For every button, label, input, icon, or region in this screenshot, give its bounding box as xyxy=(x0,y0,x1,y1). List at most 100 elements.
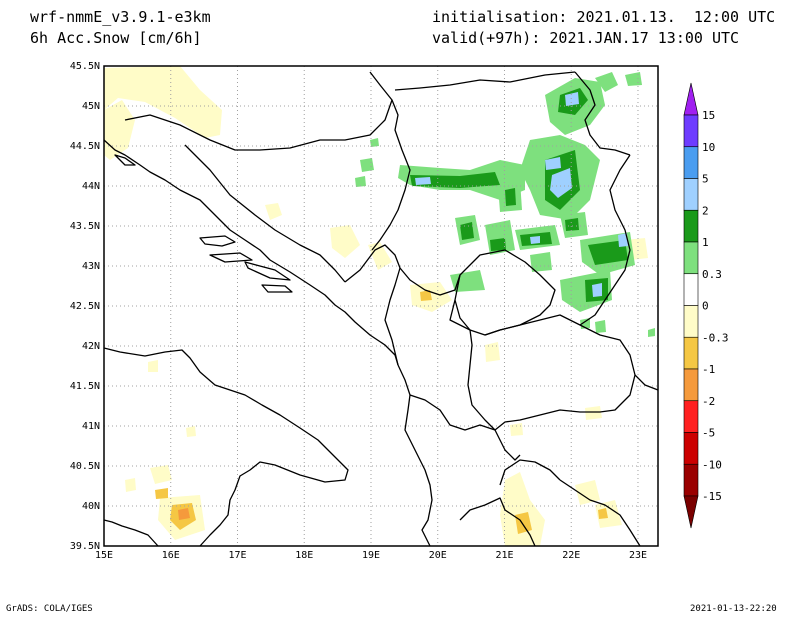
longitude-labels: 15E 16E 17E 18E 19E 20E 21E 22E 23E xyxy=(95,550,647,561)
snow-patch xyxy=(355,176,366,187)
bosnia-serbia-border xyxy=(371,99,411,251)
colorbar-label: 0 xyxy=(702,300,709,313)
latitude-labels: 39.5N 40N 40.5N 41N 41.5N 42N 42.5N 43N 43.5N 44N… xyxy=(70,61,100,552)
colorbar-swatch xyxy=(683,241,699,275)
footer-timestamp: 2021-01-13-22:20 xyxy=(690,604,777,614)
colorbar-label: 2 xyxy=(702,204,709,217)
coastlines-and-borders xyxy=(103,71,659,547)
lat-tick-label: 40.5N xyxy=(70,461,100,472)
lon-tick-label: 18E xyxy=(295,550,313,561)
colorbar-label: 10 xyxy=(702,141,715,154)
snow-patch xyxy=(490,238,506,251)
colorbar-swatch xyxy=(683,305,699,338)
snow-patch xyxy=(500,472,545,546)
lon-tick-label: 22E xyxy=(562,550,580,561)
init-time: initialisation: 2021.01.13. 12:00 UTC xyxy=(432,8,776,26)
colorbar: 15 10 5 2 1 0.3 0 -0.3 -1 -2 -5 -10 -15 xyxy=(683,82,729,529)
snow-patch xyxy=(125,478,136,492)
snow-patch xyxy=(460,222,474,240)
snow-patch xyxy=(530,236,540,244)
snow-patch xyxy=(565,218,579,231)
snow-patch xyxy=(148,360,158,372)
colorbar-label: -5 xyxy=(702,427,715,440)
serbia-romania-border xyxy=(574,71,631,156)
island-1 xyxy=(199,235,236,247)
snow-patch xyxy=(178,508,190,520)
colorbar-label: 5 xyxy=(702,173,709,186)
bosnia-inner-border xyxy=(184,144,346,283)
graticule xyxy=(104,66,658,546)
colorbar-swatch xyxy=(683,368,699,402)
snow-patch xyxy=(410,172,500,188)
snow-patch xyxy=(515,512,532,534)
colorbar-top-arrow xyxy=(683,82,699,116)
model-title: wrf-nmmE_v3.9.1-e3km xyxy=(30,8,211,26)
colorbar-label: -15 xyxy=(702,490,722,503)
snow-patch xyxy=(330,225,360,258)
snow-patch xyxy=(598,508,608,519)
snow-patch xyxy=(510,423,523,436)
colorbar-swatch xyxy=(683,114,699,148)
aegean-coast xyxy=(559,479,641,547)
italy-coast xyxy=(103,347,349,547)
serbia-bulgaria-border xyxy=(579,154,631,326)
lat-tick-label: 41N xyxy=(82,421,100,432)
island-4 xyxy=(261,284,293,293)
colorbar-label: 15 xyxy=(702,109,715,122)
snow-patch xyxy=(595,500,622,528)
thermaic-coast xyxy=(499,459,561,486)
colorbar-bottom-arrow xyxy=(683,495,699,529)
colorbar-label: -10 xyxy=(702,458,722,471)
snow-patch xyxy=(530,252,552,272)
lat-tick-label: 43.5N xyxy=(70,221,100,232)
colorbar-swatch xyxy=(683,209,699,243)
snow-patch xyxy=(485,342,500,362)
snow-patch xyxy=(575,480,600,505)
valid-time: valid(+97h): 2021.JAN.17 13:00 UTC xyxy=(432,29,740,47)
lon-tick-label: 21E xyxy=(495,550,513,561)
colorbar-swatch xyxy=(683,400,699,433)
lon-tick-label: 15E xyxy=(95,550,113,561)
snow-patch xyxy=(450,270,485,292)
snow-patch xyxy=(420,290,432,301)
snow-patch xyxy=(588,240,628,265)
snow-patch xyxy=(595,72,618,92)
albania-greece-coast xyxy=(397,364,433,547)
island-3 xyxy=(244,261,291,281)
lat-tick-label: 45N xyxy=(82,101,100,112)
greece-coast-east xyxy=(459,497,536,547)
footer-software: GrADS: COLA/IGES xyxy=(6,604,93,614)
colorbar-swatch xyxy=(683,463,699,497)
snow-patch xyxy=(370,138,379,147)
snow-patch xyxy=(592,283,602,297)
albania-border xyxy=(384,267,496,431)
snow-patch xyxy=(265,203,282,220)
lon-tick-label: 20E xyxy=(429,550,447,561)
map-frame xyxy=(103,65,659,547)
colorbar-label: 0.3 xyxy=(702,268,722,281)
snow-patch xyxy=(545,157,561,170)
albania-greece-border xyxy=(409,394,496,431)
lat-tick-label: 40N xyxy=(82,501,100,512)
colorbar-label: -1 xyxy=(702,363,715,376)
lat-tick-label: 44.5N xyxy=(70,141,100,152)
snow-patch xyxy=(360,158,374,172)
field-title: 6h Acc.Snow [cm/6h] xyxy=(30,29,202,47)
lon-tick-label: 19E xyxy=(362,550,380,561)
snow-patch xyxy=(595,320,606,333)
island-2 xyxy=(209,252,253,263)
croatia-bosnia-border xyxy=(124,71,393,151)
colorbar-swatch xyxy=(683,273,699,306)
greece-inner-border xyxy=(494,429,521,461)
lon-tick-label: 16E xyxy=(162,550,180,561)
colorbar-swatch xyxy=(683,178,699,211)
snow-patch xyxy=(104,66,222,138)
colorbar-label: -2 xyxy=(702,395,715,408)
snow-patch xyxy=(155,488,168,499)
colorbar-label: 1 xyxy=(702,236,709,249)
snow-patch xyxy=(550,168,572,198)
lat-tick-label: 42.5N xyxy=(70,301,100,312)
snow-patch xyxy=(585,406,602,420)
island-5 xyxy=(114,154,136,166)
